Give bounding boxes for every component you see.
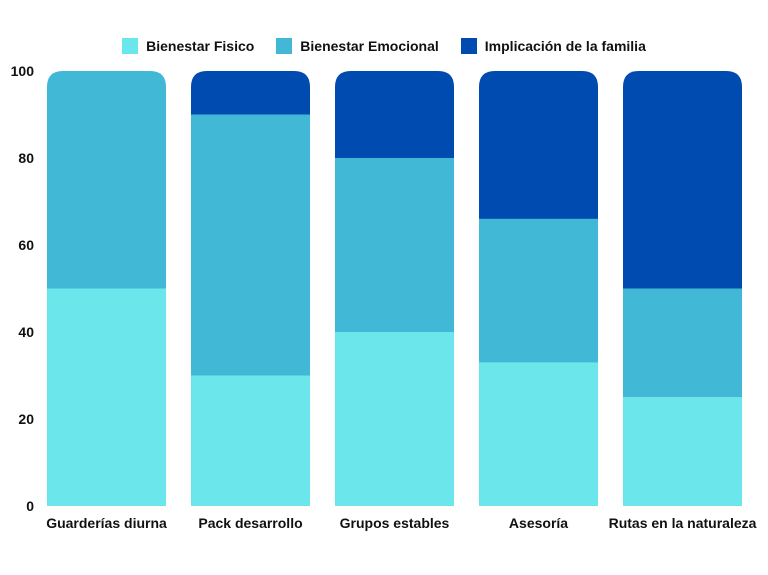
bar-segment-bienestar-emocional[interactable] (479, 218, 598, 363)
legend-swatch (276, 38, 293, 54)
bar-group (47, 71, 166, 506)
legend-label: Bienestar Fisico (146, 38, 255, 54)
bar-segment-bienestar-fisico[interactable] (479, 362, 598, 506)
bar-segment-bienestar-emocional[interactable] (623, 288, 742, 398)
legend-item-bienestar-fisico[interactable]: Bienestar Fisico (122, 38, 254, 54)
y-tick-label: 100 (11, 63, 35, 79)
bar-segment-bienestar-fisico[interactable] (47, 288, 166, 507)
y-tick-label: 80 (18, 150, 34, 166)
bar-segment-implicaci-n-de-la-familia[interactable] (623, 71, 742, 289)
bar-group (623, 71, 742, 506)
bar-segment-bienestar-emocional[interactable] (47, 71, 166, 289)
bar-segment-implicaci-n-de-la-familia[interactable] (191, 71, 310, 115)
y-tick-label: 60 (18, 237, 34, 253)
legend-item-bienestar-emocional[interactable]: Bienestar Emocional (276, 38, 439, 54)
bar-group (191, 71, 310, 506)
bar-group (479, 71, 598, 506)
bar-segment-implicaci-n-de-la-familia[interactable] (335, 71, 454, 158)
bar-segment-bienestar-fisico[interactable] (623, 397, 742, 506)
legend-item-implicacion-familia[interactable]: Implicación de la familia (460, 38, 646, 54)
x-tick-label: Asesoría (509, 515, 568, 531)
y-tick-label: 20 (18, 411, 34, 427)
legend-label: Bienestar Emocional (300, 38, 439, 54)
bar-segment-bienestar-emocional[interactable] (335, 158, 454, 332)
x-tick-label: Guarderías diurna (46, 515, 167, 531)
y-tick-label: 0 (26, 498, 34, 514)
bar-segment-bienestar-emocional[interactable] (191, 114, 310, 376)
legend-swatch (460, 38, 477, 54)
legend-label: Implicación de la familia (484, 38, 646, 54)
y-tick-label: 40 (18, 324, 34, 340)
legend-swatch (122, 38, 139, 54)
chart-legend: Bienestar Fisico Bienestar Emocional Imp… (0, 38, 768, 54)
x-tick-label: Pack desarrollo (198, 515, 302, 531)
x-tick-label: Grupos estables (340, 515, 450, 531)
x-tick-label: Rutas en la naturaleza (609, 515, 757, 531)
bar-segment-bienestar-fisico[interactable] (335, 332, 454, 506)
bar-segment-bienestar-fisico[interactable] (191, 375, 310, 507)
bar-group (335, 71, 454, 506)
bar-segment-implicaci-n-de-la-familia[interactable] (479, 71, 598, 219)
